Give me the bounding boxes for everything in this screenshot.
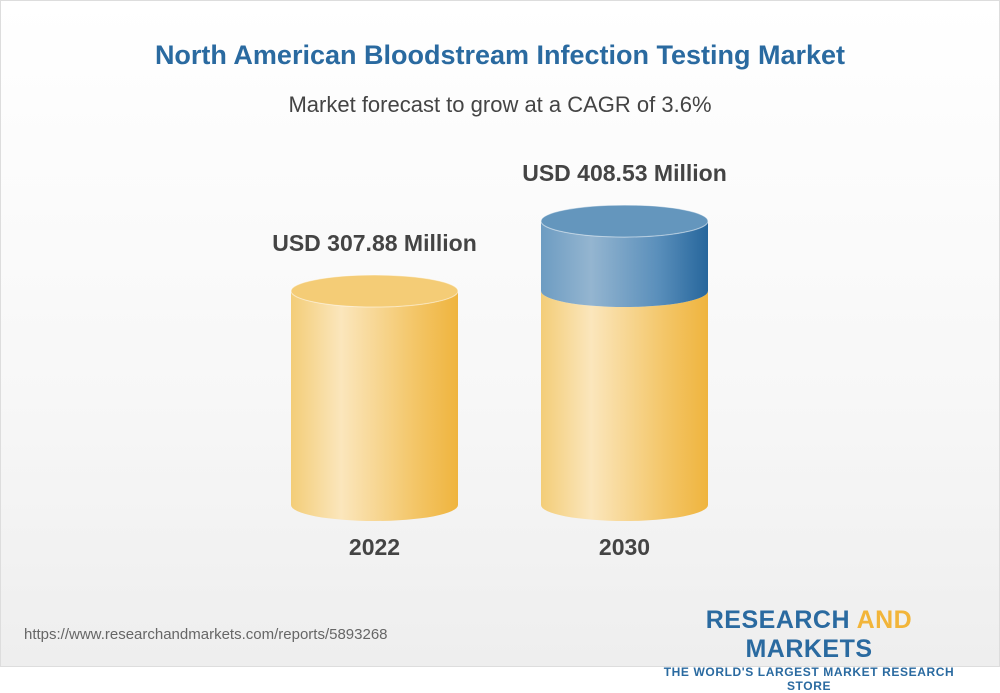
cylinder-base-2030-body [541,291,708,521]
cylinder-growth-2030-body [541,221,708,308]
chart-title: North American Bloodstream Infection Tes… [154,40,846,70]
data-label: USD 307.88 Million [272,230,477,256]
cylinder-chart: USD 307.88 Million 2022 USD 408.53 Million… [272,160,727,560]
background [0,0,1000,667]
cylinder-2022-body [291,291,459,521]
category-label: 2022 [349,534,400,560]
cylinder-growth-2030-top [540,204,709,238]
cylinder-2022-top [290,274,459,308]
chart-subtitle: Market forecast to grow at a CAGR of 3.6… [288,92,712,117]
source-url[interactable]: https://www.researchandmarkets.com/repor… [24,626,388,643]
research-and-markets-logo: RESEARCH AND MARKETS THE WORLD'S LARGEST… [663,606,955,693]
data-label: USD 408.53 Million [522,160,727,186]
category-label: 2030 [599,534,650,560]
